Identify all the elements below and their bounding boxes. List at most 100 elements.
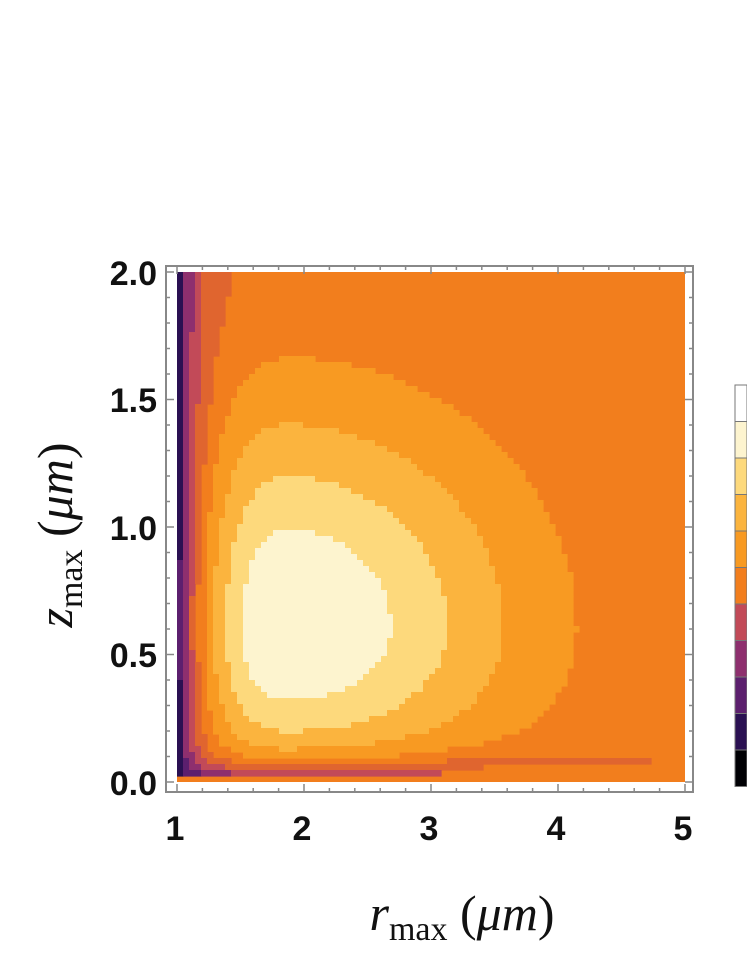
contour-cell-121 <box>195 428 208 435</box>
contour-cell-60 <box>279 356 316 363</box>
contour-cell-315 <box>219 560 232 567</box>
contour-cell-33 <box>183 320 196 327</box>
contour-cell-557 <box>405 698 478 705</box>
contour-cell-410 <box>243 614 394 621</box>
contour-cell-626 <box>183 752 196 759</box>
contour-cell-636 <box>177 764 184 771</box>
contour-cell-214 <box>213 500 226 507</box>
contour-cell-341 <box>435 572 496 579</box>
contour-cell-244 <box>399 518 472 525</box>
contour-cell-358 <box>213 584 226 591</box>
contour-cell-442 <box>447 632 502 639</box>
contour-cell-378 <box>213 596 226 603</box>
contour-cell-372 <box>441 590 502 597</box>
contour-cell-75 <box>249 374 394 381</box>
contour-cell-178 <box>213 476 232 483</box>
contour-cell-586 <box>177 722 184 729</box>
contour-cell-486 <box>189 662 196 669</box>
contour-cell-427 <box>207 626 214 633</box>
contour-cell-185 <box>189 482 196 489</box>
contour-cell-374 <box>177 596 184 603</box>
contour-cell-114 <box>195 422 208 429</box>
contour-cell-503 <box>369 668 436 675</box>
contour-cell-529 <box>183 686 190 693</box>
contour-cell-110 <box>225 416 472 423</box>
contour-cell-148 <box>189 452 196 459</box>
contour-cell-602 <box>303 728 430 735</box>
contour-cell-199 <box>351 488 448 495</box>
contour-cell-22 <box>195 302 202 309</box>
contour-cell-518 <box>183 680 190 687</box>
contour-cell-164 <box>213 464 238 471</box>
contour-cell-596 <box>183 728 190 735</box>
contour-cell-67 <box>183 368 190 375</box>
contour-cell-340 <box>375 572 436 579</box>
contour-cell-441 <box>393 632 448 639</box>
contour-cell-54 <box>189 350 202 357</box>
contour-cell-561 <box>189 704 196 711</box>
contour-cell-210 <box>177 500 184 507</box>
x-tick-label-4: 5 <box>674 810 693 848</box>
contour-cell-15 <box>201 290 232 297</box>
contour-cell-58 <box>189 356 202 363</box>
contour-fills <box>177 272 652 777</box>
contour-cell-519 <box>189 680 196 687</box>
contour-cell-336 <box>207 572 214 579</box>
contour-cell-41 <box>183 332 190 339</box>
contour-cell-45 <box>183 338 190 345</box>
contour-cell-415 <box>183 620 190 627</box>
contour-cell-368 <box>213 590 226 597</box>
contour-cell-509 <box>195 674 202 681</box>
contour-cell-262 <box>273 530 316 537</box>
contour-cell-467 <box>207 650 214 657</box>
contour-cell-406 <box>189 614 196 621</box>
contour-cell-494 <box>495 662 574 669</box>
x-tick-label-0: 1 <box>166 810 185 848</box>
colorbar-swatch-10 <box>734 749 747 787</box>
contour-cell-635 <box>447 758 652 765</box>
contour-cell-286 <box>423 542 484 549</box>
contour-cell-271 <box>219 536 238 543</box>
contour-cell-92 <box>183 398 190 405</box>
colorbar-swatch-0 <box>734 384 747 422</box>
contour-cell-609 <box>237 734 406 741</box>
contour-cell-540 <box>183 692 190 699</box>
contour-cell-418 <box>213 620 226 627</box>
contour-cell-316 <box>231 560 250 567</box>
contour-cell-108 <box>189 416 196 423</box>
contour-cell-162 <box>189 464 196 471</box>
contour-cell-631 <box>183 758 190 765</box>
contour-cell-601 <box>279 728 304 735</box>
contour-cell-89 <box>201 392 214 399</box>
colorbar <box>734 384 747 787</box>
contour-cell-517 <box>177 680 184 687</box>
contour-cell-370 <box>243 590 388 597</box>
contour-cell-330 <box>435 566 496 573</box>
contour-cell-384 <box>177 602 184 609</box>
contour-cell-248 <box>189 524 196 531</box>
contour-cell-394 <box>177 608 184 615</box>
contour-cell-141 <box>189 446 196 453</box>
contour-cell-617 <box>375 740 484 747</box>
contour-cell-365 <box>183 590 190 597</box>
contour-cell-591 <box>231 722 262 729</box>
contour-cell-608 <box>219 734 238 741</box>
contour-cell-481 <box>381 656 442 663</box>
contour-cell-275 <box>417 536 484 543</box>
contour-cell-401 <box>387 608 448 615</box>
contour-cell-593 <box>351 722 442 729</box>
contour-cell-362 <box>441 584 502 591</box>
contour-cell-78 <box>189 380 202 387</box>
contour-cell-451 <box>387 638 448 645</box>
contour-cell-213 <box>195 500 202 507</box>
contour-cell-392 <box>447 602 502 609</box>
contour-cell-318 <box>363 560 430 567</box>
contour-cell-274 <box>333 536 418 543</box>
contour-cell-375 <box>183 596 190 603</box>
contour-cell-81 <box>177 386 184 393</box>
contour-cell-405 <box>183 614 190 621</box>
contour-cell-124 <box>339 428 484 435</box>
contour-cell-574 <box>243 710 388 717</box>
contour-cell-416 <box>189 620 196 627</box>
contour-cell-595 <box>177 728 184 735</box>
